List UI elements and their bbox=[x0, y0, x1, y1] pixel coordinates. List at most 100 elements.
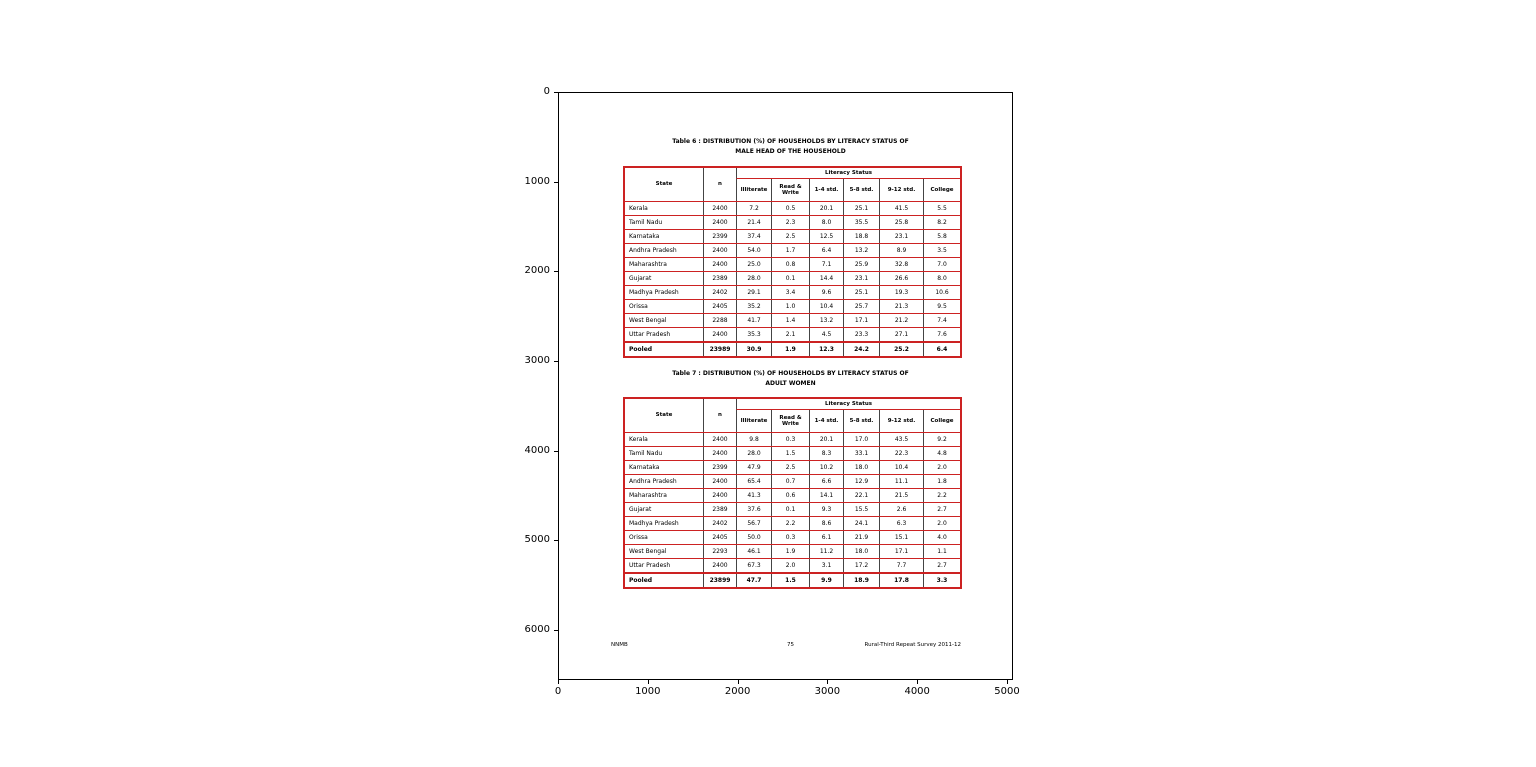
value-cell: 11.2 bbox=[809, 545, 843, 558]
value-cell: 23.3 bbox=[843, 328, 879, 341]
table7: State n Literacy Status Illiterate Read … bbox=[623, 397, 962, 589]
value-cell: 26.6 bbox=[879, 272, 923, 285]
column-header-9-12-std: 9-12 std. bbox=[879, 410, 923, 432]
value-cell: 35.3 bbox=[736, 328, 771, 341]
value-cell: 54.0 bbox=[736, 244, 771, 257]
column-header-state: State bbox=[655, 412, 673, 419]
x-tick-label: 3000 bbox=[814, 686, 841, 697]
table6-title-line2: MALE HEAD OF THE HOUSEHOLD bbox=[735, 147, 846, 155]
table7-title-line1: Table 7 : DISTRIBUTION (%) OF HOUSEHOLDS… bbox=[672, 370, 909, 377]
value-cell: 35.2 bbox=[736, 300, 771, 313]
value-cell: 10.4 bbox=[809, 300, 843, 313]
value-cell: 2.5 bbox=[771, 461, 809, 474]
table-row: Karnataka 2399 37.4 2.5 12.5 18.8 23.1 5.8 bbox=[625, 230, 960, 244]
y-tick-label: 4000 bbox=[524, 444, 550, 456]
table-row: Orissa 2405 35.2 1.0 10.4 25.7 21.3 9.5 bbox=[625, 300, 960, 314]
value-cell: 3.1 bbox=[809, 559, 843, 572]
value-cell: 25.8 bbox=[879, 216, 923, 229]
value-cell: 28.0 bbox=[736, 447, 771, 460]
x-tick-mark bbox=[647, 680, 649, 684]
value-cell: 11.1 bbox=[879, 475, 923, 488]
state-cell: Madhya Pradesh bbox=[629, 520, 679, 527]
table-row: Uttar Pradesh 2400 35.3 2.1 4.5 23.3 27.1 7.6 bbox=[625, 328, 960, 342]
value-cell: 7.1 bbox=[809, 258, 843, 271]
value-cell: 22.1 bbox=[843, 489, 879, 502]
y-tick-label: 2000 bbox=[524, 265, 550, 277]
state-cell: Orissa bbox=[629, 303, 648, 310]
column-header-5-8-std: 5-8 std. bbox=[843, 179, 879, 201]
value-cell: 2288 bbox=[703, 314, 736, 327]
value-cell: 5.8 bbox=[923, 230, 960, 243]
table-row: Maharashtra 2400 25.0 0.8 7.1 25.9 32.8 7.0 bbox=[625, 258, 960, 272]
value-cell: 1.8 bbox=[923, 475, 960, 488]
value-cell: 4.5 bbox=[809, 328, 843, 341]
table6: State n Literacy Status Illiterate Read … bbox=[623, 166, 962, 358]
value-cell: 2.0 bbox=[923, 517, 960, 530]
value-cell: 1.9 bbox=[771, 545, 809, 558]
value-cell: 33.1 bbox=[843, 447, 879, 460]
value-cell: 8.6 bbox=[809, 517, 843, 530]
value-cell: 9.8 bbox=[736, 433, 771, 446]
column-header-read-write: Read & Write bbox=[771, 179, 809, 201]
state-cell: Orissa bbox=[629, 534, 648, 541]
value-cell: 7.6 bbox=[923, 328, 960, 341]
value-cell: 23.1 bbox=[843, 272, 879, 285]
y-tick-mark bbox=[554, 630, 558, 632]
y-tick-label: 0 bbox=[543, 86, 550, 97]
state-cell: Gujarat bbox=[629, 506, 652, 513]
y-tick-mark bbox=[554, 361, 558, 362]
x-tick-label: 1000 bbox=[635, 686, 661, 697]
value-cell: 10.4 bbox=[879, 461, 923, 474]
pooled-row: Pooled 23899 47.7 1.5 9.9 18.9 17.8 3.3 bbox=[625, 573, 960, 587]
table7-body: Kerala 2400 9.8 0.3 20.1 17.0 43.5 9.2 Tamil Nad… bbox=[625, 433, 960, 587]
value-cell: 23899 bbox=[703, 574, 736, 587]
state-cell: Andhra Pradesh bbox=[629, 478, 677, 485]
value-cell: 7.0 bbox=[923, 258, 960, 271]
column-header-9-12-std: 9-12 std. bbox=[879, 179, 923, 201]
value-cell: 6.3 bbox=[879, 517, 923, 530]
column-header-1-4-std: 1-4 std. bbox=[809, 410, 843, 432]
column-header-state: State bbox=[655, 181, 673, 188]
value-cell: 2400 bbox=[703, 559, 736, 572]
table-row: Andhra Pradesh 2400 65.4 0.7 6.6 12.9 11.1 1.8 bbox=[625, 475, 960, 489]
state-cell: West Bengal bbox=[629, 317, 667, 324]
y-tick-label: 3000 bbox=[524, 355, 550, 366]
value-cell: 9.5 bbox=[923, 300, 960, 313]
value-cell: 22.3 bbox=[879, 447, 923, 460]
value-cell: 25.1 bbox=[843, 286, 879, 299]
value-cell: 2.2 bbox=[771, 517, 809, 530]
value-cell: 2400 bbox=[703, 447, 736, 460]
value-cell: 25.0 bbox=[736, 258, 771, 271]
pooled-row: Pooled 23989 30.9 1.9 12.3 24.2 25.2 6.4 bbox=[625, 342, 960, 356]
table-row: West Bengal 2288 41.7 1.4 13.2 17.1 21.2 7.4 bbox=[625, 314, 960, 328]
value-cell: 0.1 bbox=[771, 272, 809, 285]
group-header-literacy-status: Literacy Status bbox=[736, 399, 960, 410]
value-cell: 0.1 bbox=[771, 503, 809, 516]
table6-header: State n Literacy Status Illiterate Read … bbox=[625, 168, 960, 202]
state-cell: Tamil Nadu bbox=[629, 450, 663, 457]
state-cell: Uttar Pradesh bbox=[629, 562, 671, 569]
table-row: Andhra Pradesh 2400 54.0 1.7 6.4 13.2 8.9 3.5 bbox=[625, 244, 960, 258]
x-tick-mark bbox=[917, 680, 919, 684]
value-cell: 14.1 bbox=[809, 489, 843, 502]
table-row: Orissa 2405 50.0 0.3 6.1 21.9 15.1 4.0 bbox=[625, 531, 960, 545]
value-cell: 2405 bbox=[703, 300, 736, 313]
plot-area: Table 6 : DISTRIBUTION (%) OF HOUSEHOLDS… bbox=[558, 92, 1013, 680]
table-row: Maharashtra 2400 41.3 0.6 14.1 22.1 21.5 2.2 bbox=[625, 489, 960, 503]
value-cell: 65.4 bbox=[736, 475, 771, 488]
value-cell: 0.3 bbox=[771, 433, 809, 446]
value-cell: 3.5 bbox=[923, 244, 960, 257]
value-cell: 1.9 bbox=[771, 343, 809, 356]
value-cell: 2400 bbox=[703, 489, 736, 502]
value-cell: 7.4 bbox=[923, 314, 960, 327]
x-tick-mark bbox=[827, 680, 829, 684]
state-cell: Pooled bbox=[629, 346, 653, 353]
value-cell: 12.9 bbox=[843, 475, 879, 488]
state-cell: Gujarat bbox=[629, 275, 652, 282]
state-cell: Karnataka bbox=[629, 464, 660, 471]
value-cell: 41.5 bbox=[879, 202, 923, 215]
state-cell: Maharashtra bbox=[629, 492, 667, 499]
value-cell: 10.2 bbox=[809, 461, 843, 474]
value-cell: 18.0 bbox=[843, 461, 879, 474]
value-cell: 9.9 bbox=[809, 574, 843, 587]
